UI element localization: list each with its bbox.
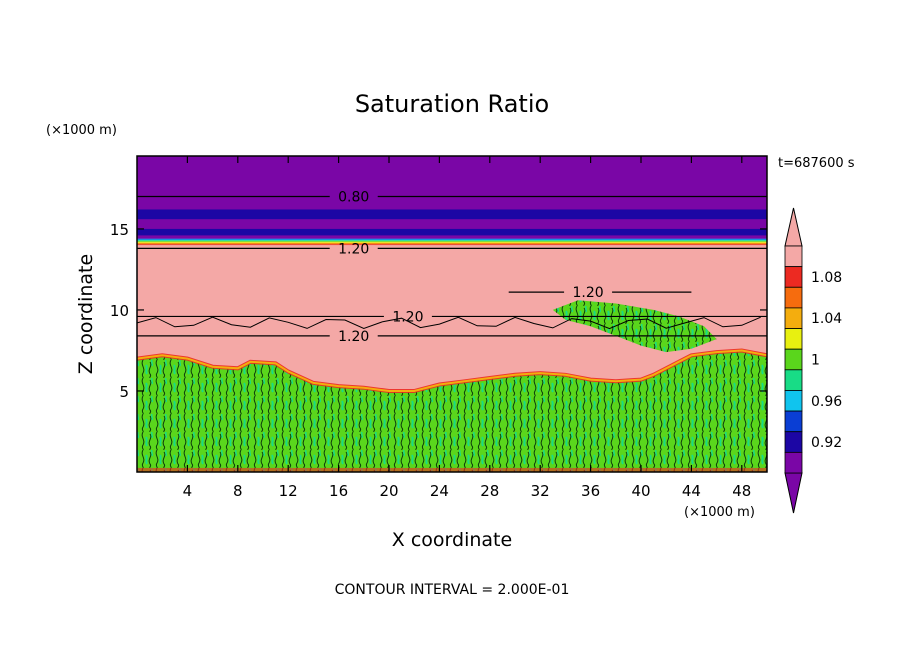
x-tick-label: 4 bbox=[183, 482, 193, 500]
transition-stripes bbox=[137, 238, 767, 246]
contour-label: 1.20 bbox=[338, 329, 369, 345]
colorbar-over-arrow bbox=[784, 207, 803, 247]
y-unit-label: (×1000 m) bbox=[46, 123, 117, 138]
colorbar-swatch bbox=[784, 328, 803, 350]
contour-lines: 0.80 1.20 1.20 1.20 1.20 bbox=[137, 190, 767, 345]
chart-title: Saturation Ratio bbox=[355, 90, 549, 118]
colorbar-under-arrow bbox=[784, 472, 803, 514]
colorbar-label: 0.96 bbox=[811, 394, 842, 410]
colorbar-label: 1 bbox=[811, 353, 820, 369]
x-axis-label: X coordinate bbox=[392, 529, 512, 551]
colorbar-label: 1.08 bbox=[811, 270, 842, 286]
y-axis-label: Z coordinate bbox=[75, 254, 97, 374]
transition-stripe bbox=[137, 242, 767, 244]
contour-interval-note: CONTOUR INTERVAL = 2.000E-01 bbox=[335, 582, 570, 598]
colorbar-label: 1.04 bbox=[811, 311, 842, 327]
colorbar-label: 0.92 bbox=[811, 435, 842, 451]
contour-field: 0.80 1.20 1.20 1.20 1.20 bbox=[137, 156, 767, 472]
contour-line bbox=[137, 316, 761, 330]
x-tick-label: 16 bbox=[329, 482, 348, 500]
contour-label: 1.20 bbox=[338, 241, 369, 257]
y-tick-label: 15 bbox=[110, 221, 129, 239]
colorbar-swatch bbox=[784, 410, 803, 433]
cloud-patch-fill bbox=[552, 300, 717, 353]
boundary-orange-fringe bbox=[137, 349, 767, 392]
x-tick-label: 20 bbox=[379, 482, 398, 500]
transition-stripe bbox=[137, 244, 767, 246]
plot-frame bbox=[136, 155, 768, 473]
transition-stripe bbox=[137, 241, 767, 243]
dry-band-fill bbox=[137, 209, 767, 220]
colorbar-swatch bbox=[784, 390, 803, 412]
surface-band bbox=[137, 467, 767, 472]
transition-stripe bbox=[137, 241, 767, 242]
colorbar-swatch bbox=[784, 451, 803, 474]
x-tick-label: 24 bbox=[430, 482, 449, 500]
colorbar-swatch bbox=[784, 307, 803, 329]
y-tick-label: 5 bbox=[119, 383, 129, 401]
x-tick-label: 12 bbox=[279, 482, 298, 500]
x-tick-label: 40 bbox=[631, 482, 650, 500]
y-tick-label: 10 bbox=[110, 302, 129, 320]
colorbar-swatch bbox=[784, 286, 803, 309]
dry-band-fill-2 bbox=[137, 228, 767, 236]
colorbar: 1.08 1.04 1 0.96 0.92 bbox=[784, 207, 842, 514]
colorbar-swatch bbox=[784, 369, 803, 391]
x-tick-label: 44 bbox=[682, 482, 701, 500]
x-tick-label: 48 bbox=[732, 482, 751, 500]
colorbar-swatch bbox=[784, 431, 803, 453]
colorbar-swatch bbox=[784, 245, 803, 268]
x-unit-label: (×1000 m) bbox=[684, 505, 755, 520]
transition-stripe bbox=[137, 239, 767, 241]
contour-label: 0.80 bbox=[338, 190, 369, 206]
time-label: t=687600 s bbox=[778, 156, 855, 171]
transition-stripe bbox=[137, 240, 767, 242]
x-tick-label: 32 bbox=[531, 482, 550, 500]
colorbar-swatch bbox=[784, 348, 803, 371]
y-axis: 5 10 15 bbox=[110, 221, 767, 401]
contour-label: 1.20 bbox=[392, 309, 423, 325]
colorbar-swatch bbox=[784, 266, 803, 288]
x-tick-label: 8 bbox=[233, 482, 243, 500]
contour-label: 1.20 bbox=[572, 285, 603, 301]
transition-stripe bbox=[137, 243, 767, 245]
transition-stripe bbox=[137, 238, 767, 240]
x-tick-label: 36 bbox=[581, 482, 600, 500]
x-tick-label: 28 bbox=[480, 482, 499, 500]
x-axis: 4 8 12 16 20 24 28 32 36 40 44 48 bbox=[183, 156, 751, 500]
upper-dry-layer-fill bbox=[137, 156, 767, 239]
